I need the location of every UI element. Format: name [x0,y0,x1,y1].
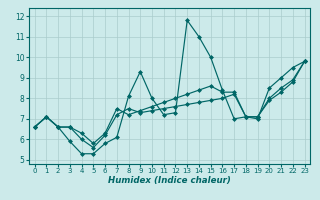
X-axis label: Humidex (Indice chaleur): Humidex (Indice chaleur) [108,176,231,185]
